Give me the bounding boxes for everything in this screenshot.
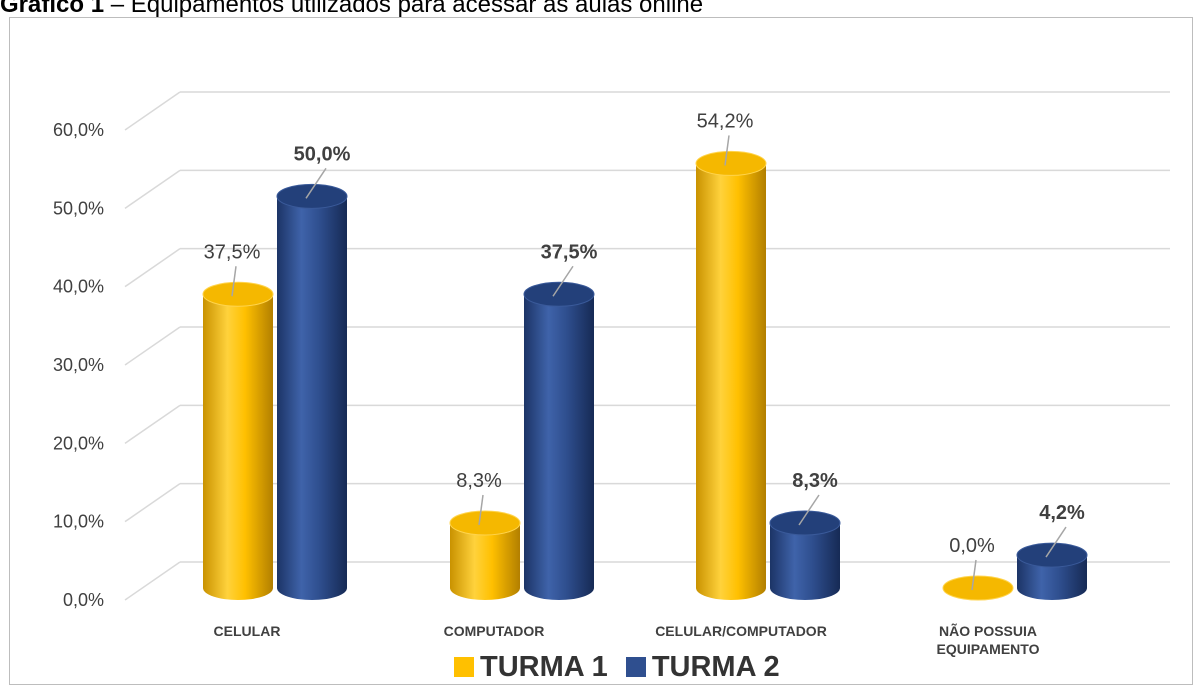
bar-top (449, 510, 521, 536)
label-leader-line (305, 167, 327, 199)
label-leader-line (724, 135, 730, 166)
bar-top (276, 183, 348, 209)
data-label: 37,5% (541, 241, 598, 263)
bars (202, 150, 1088, 601)
gridline-diagonal (124, 326, 181, 366)
y-tick-label: 10,0% (53, 512, 104, 532)
data-label: 50,0% (294, 143, 351, 165)
bar-1-2 (449, 510, 521, 600)
label-leader-line (231, 266, 237, 297)
x-tick-label: CELULAR (214, 623, 281, 639)
bar-body (770, 522, 840, 600)
label-leader-line (478, 494, 484, 526)
caption-text: Equipamentos utilizados para acessar as … (130, 0, 704, 18)
y-tick-label: 30,0% (53, 355, 104, 375)
gridline-diagonal (124, 169, 181, 209)
y-tick-label: 40,0% (53, 277, 104, 297)
data-labels: 37,5% 8,3% 54,2% 0,0% 50,0% 37,5% 8,3% 4,2% (204, 110, 1085, 591)
data-label: 4,2% (1039, 502, 1085, 524)
gridline-diagonal (124, 248, 181, 288)
gridline-diagonal (124, 404, 181, 444)
chart-caption: Gráfico 1 – Equipamentos utilizados para… (0, 0, 703, 21)
bar-1-1 (202, 281, 274, 600)
bar-2-3 (769, 510, 841, 600)
caption-label: Gráfico 1 (0, 0, 105, 18)
bar-top (695, 150, 767, 176)
bar-top (523, 281, 595, 307)
x-tick-label: CELULAR/COMPUTADOR (655, 623, 827, 639)
legend: TURMA 1 TURMA 2 (454, 649, 780, 685)
bar-body (696, 163, 766, 600)
x-tick-label: NÃO POSSUIA EQUIPAMENTO (937, 622, 1040, 657)
legend-swatch-turma-2 (625, 657, 646, 677)
bar-top (769, 510, 841, 536)
data-label: 37,5% (204, 241, 261, 263)
y-tick-label: 0,0% (63, 590, 104, 610)
bar-2-2 (523, 281, 595, 600)
gridline-diagonal (124, 483, 181, 523)
label-leader-line (798, 494, 820, 526)
legend-swatch-turma-1 (454, 657, 474, 677)
y-tick-label: 50,0% (53, 198, 104, 218)
x-tick-label: COMPUTADOR (444, 623, 545, 639)
bar-top (942, 575, 1014, 601)
bar-body (277, 196, 347, 601)
bar-1-3 (695, 150, 767, 600)
data-label: 54,2% (697, 110, 754, 132)
y-tick-label: 20,0% (53, 433, 104, 453)
legend-item-turma-2: TURMA 2 (625, 650, 780, 684)
legend-label-turma-2: TURMA 2 (651, 650, 780, 683)
bar-body (203, 294, 273, 600)
bar-top (1016, 542, 1088, 568)
bar-2-4 (1016, 542, 1088, 600)
bar-body (1017, 555, 1087, 600)
data-label: 8,3% (792, 470, 838, 492)
bar-body (524, 294, 594, 600)
gridline-diagonal (124, 561, 181, 601)
caption-dash: – (110, 0, 125, 18)
x-axis-ticks: CELULAR COMPUTADOR CELULAR/COMPUTADOR NÃO P… (214, 622, 1040, 657)
label-leader-line (1045, 526, 1067, 558)
bar-1-4 (942, 575, 1014, 601)
label-leader-line (971, 559, 977, 591)
bar-2-1 (276, 183, 348, 601)
bar-body (450, 522, 520, 600)
y-axis-ticks: 0,0% 10,0% 20,0% 30,0% 40,0% 50,0% 60,0% (53, 120, 104, 610)
bar-top (202, 281, 274, 307)
data-label: 0,0% (949, 535, 995, 557)
gridline-diagonal (124, 91, 181, 131)
legend-label-turma-1: TURMA 1 (480, 650, 608, 683)
legend-item-turma-1: TURMA 1 (454, 651, 608, 684)
chart-frame (9, 17, 1193, 685)
y-tick-label: 60,0% (53, 120, 104, 140)
data-label: 8,3% (456, 470, 502, 492)
label-leader-line (552, 265, 574, 297)
